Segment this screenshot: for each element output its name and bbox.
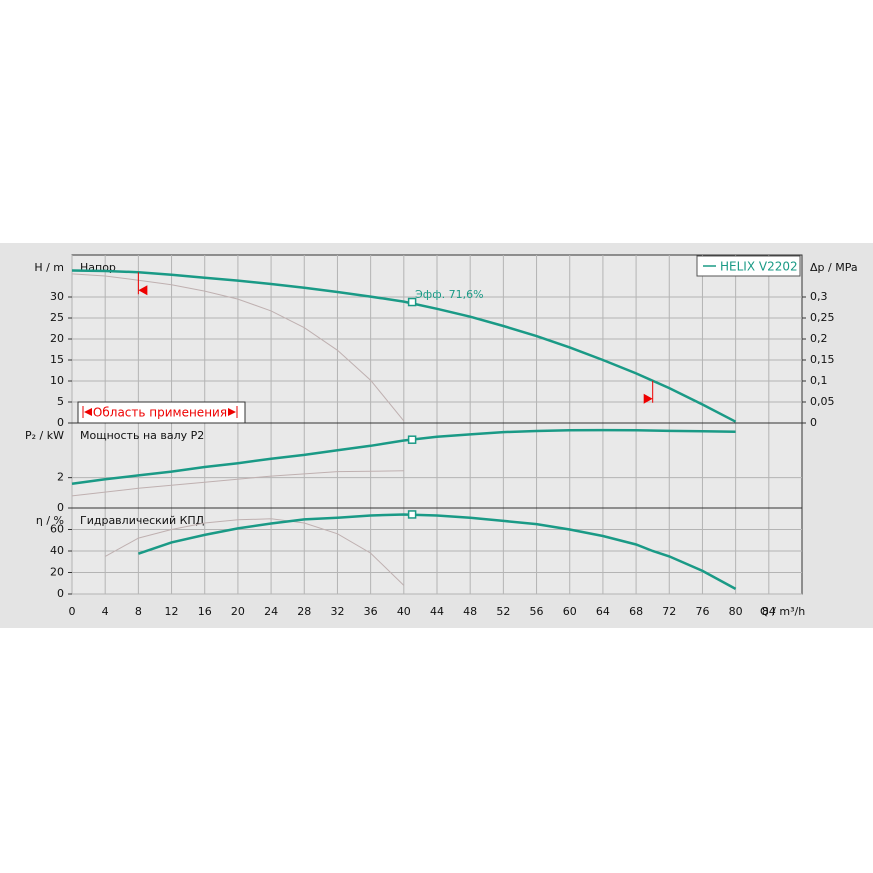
legend-label: HELIX V2202 — [720, 260, 798, 274]
duty-point — [407, 297, 417, 307]
x-tick-label: 64 — [596, 605, 610, 618]
x-tick-label: 44 — [430, 605, 444, 618]
y-tick-label: 0 — [57, 501, 64, 514]
y2-tick-label: 0,2 — [810, 332, 828, 345]
x-tick-label: 80 — [729, 605, 743, 618]
y-tick-label: 20 — [50, 332, 64, 345]
x-tick-label: 32 — [330, 605, 344, 618]
panel-title: Мощность на валу P2 — [80, 429, 204, 442]
y-tick-label: 60 — [50, 523, 64, 536]
y-tick-label: 30 — [50, 290, 64, 303]
range-label: Область применения — [93, 406, 227, 420]
range-box-arrow — [228, 408, 236, 416]
x-tick-label: 60 — [563, 605, 577, 618]
annotation: Эфф. 71,6% — [415, 288, 483, 301]
x-tick-label: 28 — [297, 605, 311, 618]
series-line — [71, 428, 736, 485]
range-arrow — [643, 393, 653, 404]
range-arrow — [138, 285, 148, 296]
range-box — [77, 401, 246, 424]
y2-tick-label: 0,05 — [810, 395, 835, 408]
x-tick-label: 84 — [762, 605, 776, 618]
x-tick-label: 40 — [397, 605, 411, 618]
y-axis-label: P₂ / kW — [25, 429, 64, 442]
reference-line — [71, 470, 404, 497]
series-line — [71, 269, 737, 423]
y2-tick-label: 0 — [810, 416, 817, 429]
duty-point — [407, 435, 417, 444]
x-tick-label: 8 — [135, 605, 142, 618]
x-tick-label: 0 — [69, 605, 76, 618]
x-axis-label: Q / m³/h — [760, 605, 805, 618]
range-box-arrow — [84, 408, 92, 416]
y-tick-label: 0 — [57, 416, 64, 429]
x-tick-label: 56 — [530, 605, 544, 618]
y-tick-label: 0 — [57, 587, 64, 600]
y-axis-label: H / m — [34, 261, 64, 274]
y-tick-label: 5 — [57, 395, 64, 408]
duty-point — [407, 510, 417, 519]
x-tick-label: 12 — [165, 605, 179, 618]
legend-box — [696, 255, 801, 277]
reference-line — [104, 518, 405, 586]
y2-tick-label: 0,3 — [810, 290, 828, 303]
x-tick-label: 72 — [662, 605, 676, 618]
y-tick-label: 20 — [50, 566, 64, 579]
x-tick-label: 52 — [496, 605, 510, 618]
y-tick-label: 25 — [50, 311, 64, 324]
y-tick-label: 15 — [50, 353, 64, 366]
x-tick-label: 16 — [198, 605, 212, 618]
y2-tick-label: 0,1 — [810, 374, 828, 387]
x-tick-label: 4 — [102, 605, 109, 618]
x-tick-label: 68 — [629, 605, 643, 618]
y2-tick-label: 0,15 — [810, 353, 835, 366]
series-line — [137, 513, 737, 590]
y-tick-label: 2 — [57, 471, 64, 484]
panel-title: Гидравлический КПД — [80, 514, 205, 527]
y2-axis-label: Δp / MPa — [810, 261, 858, 274]
y2-tick-label: 0,25 — [810, 311, 835, 324]
reference-line — [71, 273, 405, 422]
x-tick-label: 24 — [264, 605, 278, 618]
x-tick-label: 76 — [695, 605, 709, 618]
y-tick-label: 40 — [50, 544, 64, 557]
x-tick-label: 20 — [231, 605, 245, 618]
y-axis-label: η / % — [36, 514, 64, 527]
x-tick-label: 36 — [364, 605, 378, 618]
x-tick-label: 48 — [463, 605, 477, 618]
y-tick-label: 10 — [50, 374, 64, 387]
